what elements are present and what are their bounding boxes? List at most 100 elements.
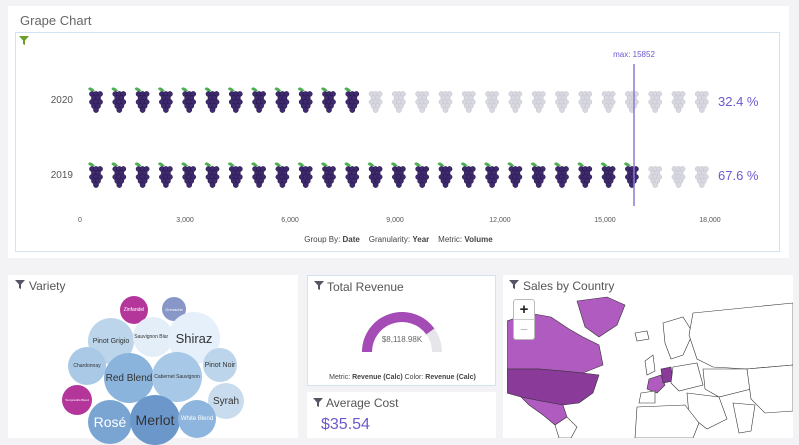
grape-icon: [227, 87, 243, 113]
grape-icon: [204, 87, 220, 113]
average-cost-title: Average Cost: [326, 396, 399, 410]
page-title: Grape Chart: [20, 13, 92, 28]
grape-icon-empty: [601, 91, 616, 113]
bubble-label: Sauvignon Blanc: [134, 334, 172, 340]
grape-icon: [111, 162, 127, 188]
africa-shape: [634, 404, 700, 438]
greenland-shape: [576, 296, 626, 338]
bubble-chardonnay[interactable]: Chardonnay: [68, 347, 106, 385]
bubble-cabernet-sauvignon[interactable]: Cabernet Sauvignon: [152, 352, 202, 402]
grape-icon: [554, 162, 569, 188]
x-axis: 0 3,000 6,000 9,000 12,000 15,000 18,000: [78, 217, 721, 224]
average-cost-value: $35.54: [321, 416, 370, 433]
sales-by-country-title: Sales by Country: [523, 279, 615, 293]
grape-row-2019: [88, 162, 709, 188]
iceland-shape: [634, 330, 650, 342]
bubble-label: Pinot Grigio: [92, 337, 130, 345]
grape-icon: [181, 87, 197, 113]
bubble-label: Cabernet Sauvignon: [154, 374, 200, 380]
x-tick-label: 9,000: [386, 217, 404, 224]
zoom-out-button[interactable]: −: [519, 321, 529, 337]
x-tick-label: 6,000: [281, 217, 299, 224]
grape-icon: [111, 87, 127, 113]
grape-row-2020: [88, 87, 709, 113]
bubble-label: Grenache: [165, 306, 183, 312]
grape-icon-empty: [694, 91, 709, 113]
grape-icon-empty: [648, 91, 663, 113]
pct-label-2019: 67.6 %: [718, 168, 759, 183]
grape-icon-empty: [531, 91, 546, 113]
grape-icon: [344, 162, 360, 188]
eastern-europe-shape: [670, 362, 704, 392]
grape-icon: [274, 162, 290, 188]
metric-label: Metric:: [329, 374, 351, 381]
revenue-value: $8,118.98K: [382, 335, 423, 344]
grape-icon: [367, 162, 383, 188]
total-revenue-title: Total Revenue: [327, 280, 404, 294]
grape-icon: [460, 162, 476, 188]
bubble-label: Syrah: [212, 395, 240, 407]
filter-icon[interactable]: [19, 36, 29, 45]
map-zoom-controls: + −: [513, 299, 535, 340]
variety-title: Variety: [29, 279, 66, 293]
chart-footer: Group By: Date Granularity: Year Metric:…: [8, 235, 789, 244]
bubble-label: Red Blend: [105, 372, 153, 384]
filter-icon[interactable]: [15, 280, 25, 289]
grape-icon: [88, 87, 103, 113]
grape-icon: [251, 87, 266, 113]
color-value: Revenue (Calc): [425, 374, 476, 381]
bubble-white-blend[interactable]: White Blend: [178, 400, 216, 438]
max-label: max: 15852: [613, 50, 655, 59]
metric-label: Metric:: [438, 235, 463, 244]
grape-icon-empty: [368, 91, 383, 113]
grape-icon: [297, 162, 313, 188]
zoom-in-button[interactable]: +: [514, 300, 534, 320]
grape-icon-empty: [648, 166, 663, 188]
grape-icon: [623, 162, 639, 188]
bubble-pinot-noir[interactable]: Pinot Noir: [203, 348, 237, 382]
grape-icon: [600, 162, 616, 188]
bubble-red-blend[interactable]: Red Blend: [104, 353, 154, 403]
grape-icon-empty: [508, 91, 523, 113]
granularity-label: Granularity:: [368, 235, 411, 244]
bubble-sauvignon-blanc[interactable]: Sauvignon Blanc: [133, 317, 173, 357]
bubble-rose[interactable]: Rosé: [88, 400, 132, 444]
grape-icon-empty: [555, 91, 569, 113]
metric-value: Volume: [464, 235, 493, 244]
color-label: Color:: [404, 374, 424, 381]
filter-icon[interactable]: [314, 281, 324, 290]
bubble-label: Shiraz: [175, 330, 213, 346]
grape-icon: [227, 162, 243, 188]
grape-icon-empty: [461, 91, 476, 113]
grape-icon: [134, 162, 150, 188]
bubble-label: Merlot: [135, 412, 175, 428]
x-tick-label: 15,000: [594, 217, 616, 224]
grape-icon: [181, 162, 197, 188]
grape-icon: [274, 87, 290, 113]
central-asia-shape: [702, 368, 752, 398]
chart-frame: [15, 32, 780, 252]
bubble-merlot[interactable]: Merlot: [130, 395, 180, 445]
filter-icon[interactable]: [313, 398, 323, 407]
bubble-label: Rosé: [93, 414, 127, 430]
filter-icon[interactable]: [509, 280, 519, 289]
grape-icon: [157, 87, 173, 113]
x-tick-label: 3,000: [176, 217, 194, 224]
granularity-value: Year: [412, 235, 430, 244]
pct-label-2020: 32.4 %: [718, 94, 759, 109]
bubble-tempranillo-blend[interactable]: Tempranillo Blend: [62, 385, 92, 415]
revenue-gauge: $8,118.98K: [362, 312, 442, 353]
grape-chart-panel: Grape Chart max: 15852 2020 2019 32.4 % …: [8, 6, 789, 258]
bubble-label: Chardonnay: [73, 363, 101, 369]
map-container[interactable]: + −: [507, 293, 793, 438]
grape-icon: [484, 162, 499, 188]
uk-shape: [644, 354, 656, 376]
x-tick-label: 0: [78, 217, 82, 224]
variety-panel: Variety Zinfandel Grenache Pinot Grigio …: [8, 275, 298, 445]
metric-value: Revenue (Calc): [352, 374, 403, 381]
china-shape: [746, 364, 793, 414]
grape-icon: [437, 162, 453, 188]
group-by-value: Date: [342, 235, 360, 244]
grape-icon: [251, 162, 266, 188]
grape-icon: [321, 87, 336, 113]
